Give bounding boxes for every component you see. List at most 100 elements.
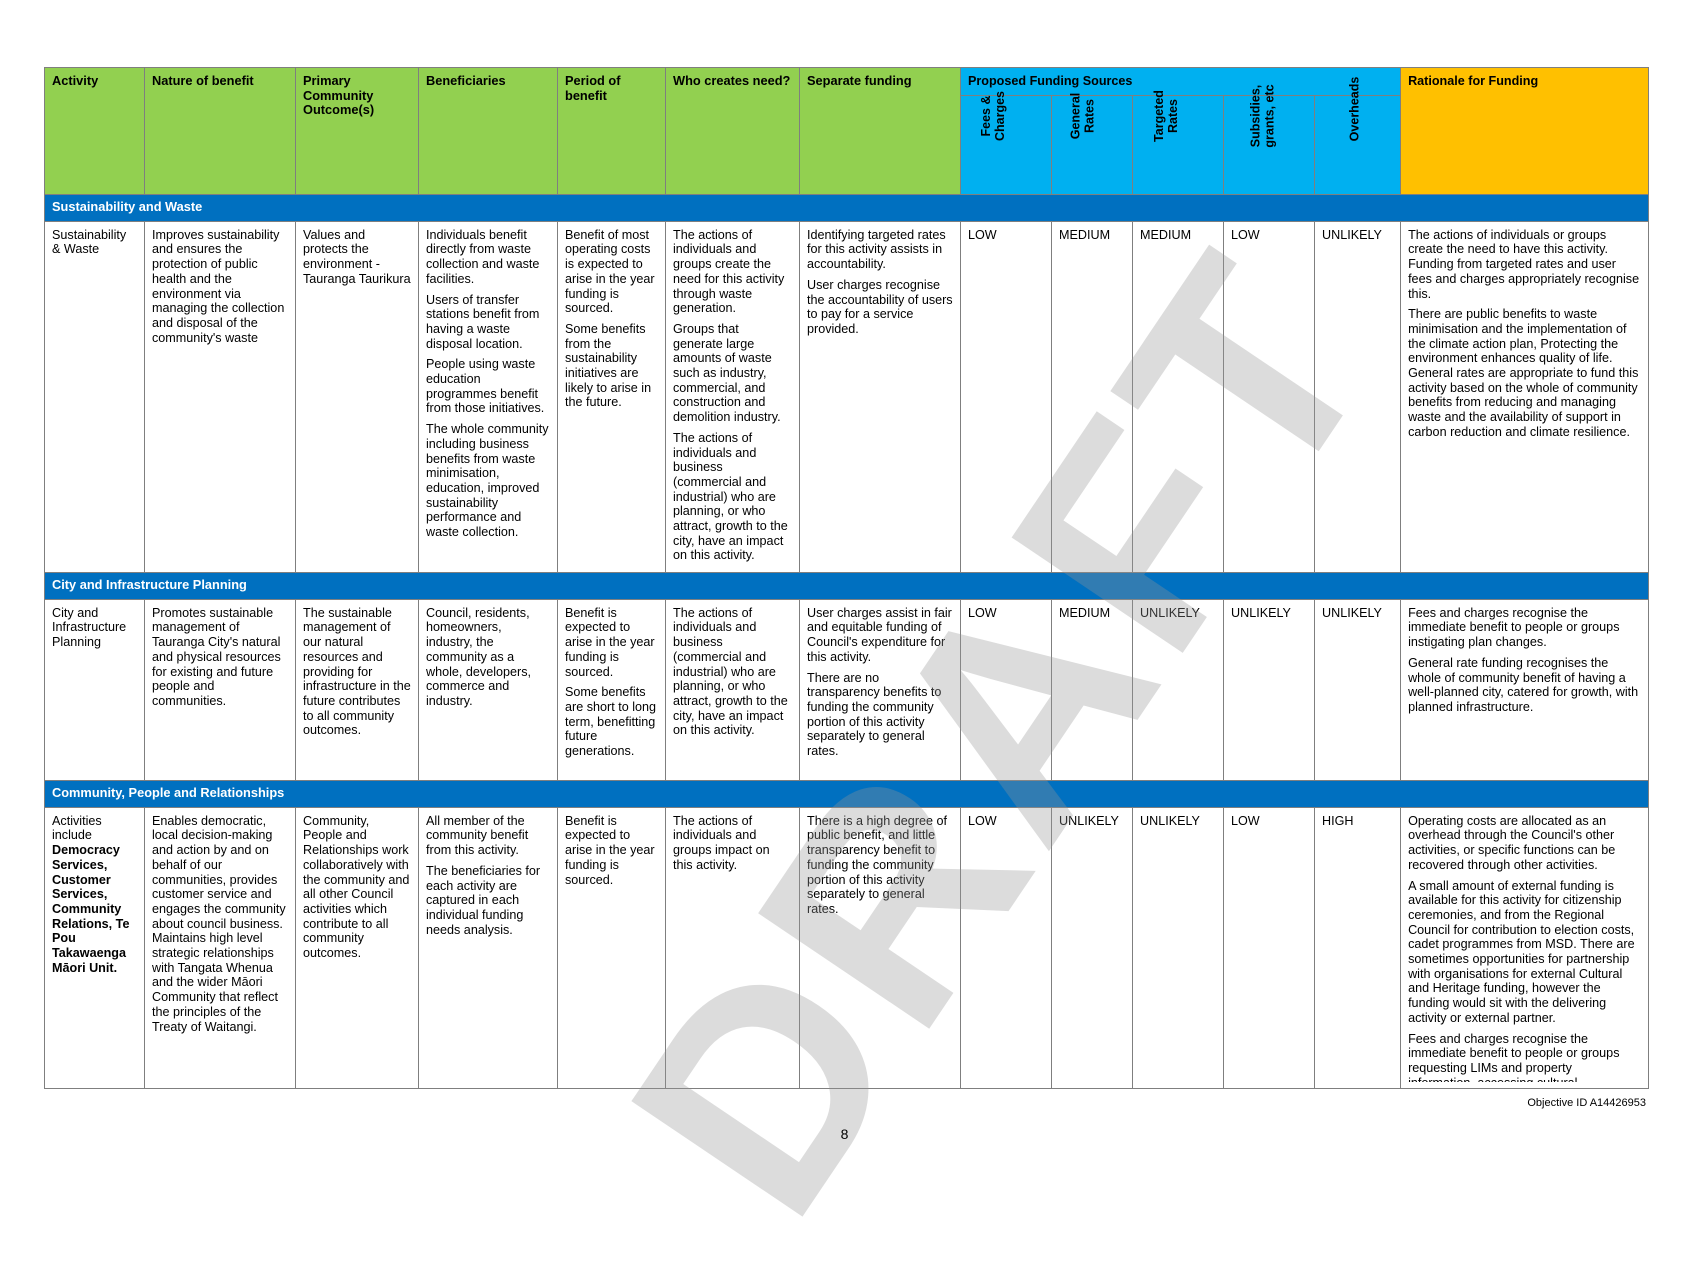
beneficiaries-text: The whole community including business b… — [426, 422, 549, 540]
who-text: Groups that generate large amounts of wa… — [673, 321, 781, 425]
section-title-city-planning: City and Infrastructure Planning — [43, 571, 1650, 600]
cell-overheads-level: UNLIKELY — [1313, 598, 1402, 781]
section-title-community: Community, People and Relationships — [43, 779, 1650, 808]
activity-names: Democracy Services, Customer Services, C… — [52, 843, 130, 975]
header-period-of-benefit: Period of benefit — [557, 67, 666, 195]
separate-text: There is a high degree of public benefit… — [807, 813, 948, 916]
cell-period: Benefit is expected to arise in the year… — [557, 598, 666, 781]
document-page: Activity Nature of benefit Primary Commu… — [43, 67, 1650, 1269]
cell-beneficiaries: All member of the community benefit from… — [418, 806, 558, 1089]
beneficiaries-text: Individuals benefit directly from waste … — [426, 227, 540, 286]
cell-who-creates-need: The actions of individuals and groups cr… — [665, 220, 800, 573]
who-text: The actions of individuals and business … — [673, 430, 788, 563]
header-proposed-funding-sources: Proposed Funding Sources — [959, 67, 1402, 96]
cell-rationale: The actions of individuals or groups cre… — [1400, 220, 1650, 573]
section-row: Community, People and Relationships — [43, 779, 1650, 808]
header-subsidies-grants: Subsidies, grants, etc — [1223, 84, 1315, 195]
header-general-line1: General — [1068, 92, 1083, 139]
cell-general-level: UNLIKELY — [1051, 806, 1133, 1089]
cell-activity: Sustainability & Waste — [44, 220, 145, 573]
header-rationale: Rationale for Funding — [1400, 67, 1650, 195]
separate-text: User charges assist in fair and equitabl… — [807, 605, 952, 664]
cell-who-creates-need: The actions of individuals and business … — [665, 598, 800, 781]
cell-separate-funding: Identifying targeted rates for this acti… — [799, 220, 961, 573]
header-nature-of-benefit: Nature of benefit — [144, 67, 296, 195]
cell-period: Benefit is expected to arise in the year… — [557, 806, 666, 1089]
cell-separate-funding: There is a high degree of public benefit… — [799, 806, 961, 1089]
who-text: The actions of individuals and groups im… — [673, 813, 770, 872]
separate-text: Identifying targeted rates for this acti… — [807, 227, 946, 272]
page-number: 8 — [840, 1126, 849, 1142]
header-beneficiaries: Beneficiaries — [418, 67, 558, 195]
cell-targeted-level: MEDIUM — [1132, 220, 1224, 573]
cell-beneficiaries: Council, residents, homeowners, industry… — [418, 598, 558, 781]
cell-general-level: MEDIUM — [1051, 598, 1133, 781]
cell-fees-level: LOW — [960, 220, 1052, 573]
header-overheads-label: Overheads — [1347, 76, 1362, 142]
header-overheads: Overheads — [1313, 76, 1402, 195]
cell-outcome: The sustainable management of our natura… — [295, 598, 419, 781]
section-row: City and Infrastructure Planning — [43, 571, 1650, 600]
cell-who-creates-need: The actions of individuals and groups im… — [665, 806, 800, 1089]
cell-subsidies-level: LOW — [1223, 806, 1315, 1089]
cell-nature: Enables democratic, local decision-makin… — [144, 806, 296, 1089]
cell-targeted-level: UNLIKELY — [1132, 598, 1224, 781]
cell-nature: Promotes sustainable management of Taura… — [144, 598, 296, 781]
rationale-text: Operating costs are allocated as an over… — [1408, 813, 1616, 872]
cell-activity: Activities include Democracy Services, C… — [44, 806, 145, 1089]
cell-outcome: Values and protects the environment - Ta… — [295, 220, 419, 573]
cell-activity: City and Infrastructure Planning — [44, 598, 145, 781]
header-fees-line2: Charges — [993, 90, 1008, 141]
cell-overheads-level: HIGH — [1313, 806, 1402, 1089]
period-text: Benefit is expected to arise in the year… — [565, 605, 655, 679]
header-subsidies-line2: grants, etc — [1262, 84, 1277, 148]
table-row: Activities include Democracy Services, C… — [44, 806, 1650, 1089]
header-subsidies-line1: Subsidies, — [1248, 84, 1263, 147]
rationale-text: Fees and charges recognise the immediate… — [1408, 605, 1620, 650]
period-text: Benefit of most operating costs is expec… — [565, 227, 655, 316]
rationale-text: General rate funding recognises the whol… — [1408, 655, 1639, 714]
header-fees-line1: Fees & — [979, 95, 994, 137]
header-targeted-line2: Rates — [1165, 98, 1180, 133]
separate-text: There are no transparency benefits to fu… — [807, 670, 942, 759]
header-general-rates: General Rates — [1051, 92, 1133, 195]
cell-targeted-level: UNLIKELY — [1132, 806, 1224, 1089]
beneficiaries-text: The beneficiaries for each activity are … — [426, 863, 541, 937]
period-text: Benefit is expected to arise in the year… — [565, 813, 655, 887]
rationale-text: The actions of individuals or groups cre… — [1408, 227, 1640, 301]
beneficiaries-text: Users of transfer stations benefit from … — [426, 292, 540, 351]
cell-rationale: Operating costs are allocated as an over… — [1400, 806, 1650, 1089]
cell-separate-funding: User charges assist in fair and equitabl… — [799, 598, 961, 781]
cell-general-level: MEDIUM — [1051, 220, 1133, 573]
who-text: The actions of individuals and business … — [673, 605, 788, 738]
cell-subsidies-level: UNLIKELY — [1223, 598, 1315, 781]
beneficiaries-text: People using waste education programmes … — [426, 357, 545, 416]
table-row: City and Infrastructure Planning Promote… — [44, 598, 1650, 781]
cell-fees-level: LOW — [960, 598, 1052, 781]
beneficiaries-text: Council, residents, homeowners, industry… — [426, 605, 532, 708]
period-text: Some benefits from the sustainability in… — [565, 321, 652, 410]
header-activity: Activity — [44, 67, 145, 195]
outcome-text: Community, People and Relationships work… — [303, 813, 410, 961]
funding-table: Activity Nature of benefit Primary Commu… — [43, 67, 1650, 1089]
separate-text: User charges recognise the accountabilit… — [807, 277, 953, 336]
rationale-text: There are public benefits to waste minim… — [1408, 307, 1639, 439]
header-community-outcome: Primary Community Outcome(s) — [295, 67, 419, 195]
header-targeted-line1: Targeted — [1151, 89, 1166, 142]
cell-period: Benefit of most operating costs is expec… — [557, 220, 666, 573]
rationale-text: A small amount of external funding is av… — [1408, 878, 1635, 1025]
objective-id: Objective ID A14426953 — [1527, 1097, 1646, 1109]
cell-beneficiaries: Individuals benefit directly from waste … — [418, 220, 558, 573]
header-general-line2: Rates — [1082, 98, 1097, 133]
header-who-creates-need: Who creates need? — [665, 67, 800, 195]
activity-intro: Activities include — [52, 813, 102, 843]
section-title-sustainability: Sustainability and Waste — [43, 193, 1650, 222]
table-row: Sustainability & Waste Improves sustaina… — [44, 220, 1650, 573]
cell-overheads-level: UNLIKELY — [1313, 220, 1402, 573]
header-fees-charges: Fees & Charges — [960, 91, 1052, 195]
period-text: Some benefits are short to long term, be… — [565, 685, 657, 759]
header-separate-funding: Separate funding — [799, 67, 961, 195]
who-text: The actions of individuals and groups cr… — [673, 227, 785, 316]
cell-outcome: Community, People and Relationships work… — [295, 806, 419, 1089]
beneficiaries-text: All member of the community benefit from… — [426, 813, 529, 858]
